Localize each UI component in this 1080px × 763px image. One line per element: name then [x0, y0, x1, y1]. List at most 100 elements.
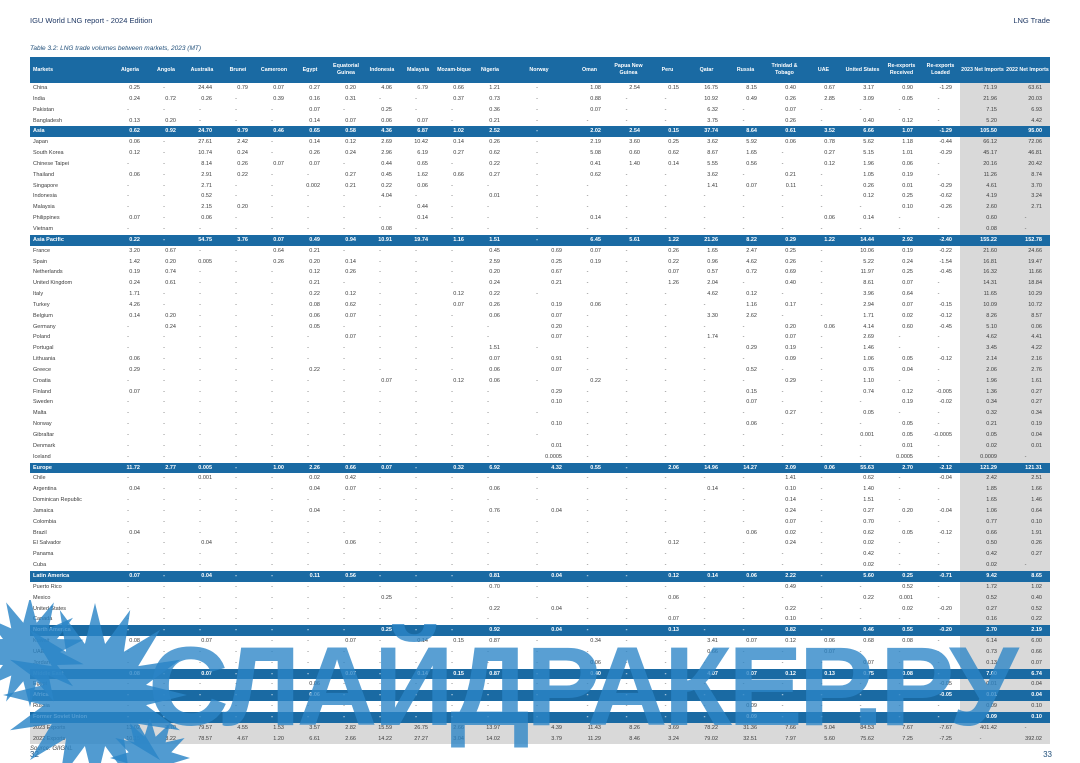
- table-cell: -: [508, 126, 570, 138]
- table-cell: 0.07: [785, 106, 796, 113]
- table-cell: -: [307, 356, 309, 363]
- table-cell: 1.72: [960, 581, 1005, 593]
- table-cell: 8.15: [746, 85, 757, 91]
- table-cell: -: [586, 583, 589, 590]
- table-cell: -: [148, 625, 184, 637]
- row-label: France: [33, 247, 51, 254]
- table-cell: -: [586, 648, 589, 655]
- table-cell: -: [271, 638, 273, 645]
- row-label: Bangladesh: [33, 117, 63, 124]
- table-cell: -: [415, 583, 417, 590]
- table-cell: 20.03: [1005, 93, 1050, 105]
- table-cell: 0.06: [129, 356, 140, 363]
- table-cell: -: [271, 529, 273, 536]
- table-cell: -: [508, 711, 570, 723]
- table-cell: -: [898, 486, 901, 493]
- table-cell: -: [703, 225, 706, 232]
- table-cell: 0.26: [668, 247, 679, 254]
- table-cell: 0.07: [381, 377, 392, 384]
- table-cell: -: [364, 570, 400, 582]
- table-cell: -: [625, 215, 628, 222]
- table-cell: 0.10: [551, 421, 562, 428]
- table-cell: 0.02: [785, 529, 796, 536]
- table-cell: 0.001: [899, 594, 913, 601]
- table-cell: -: [436, 625, 472, 637]
- table-cell: -: [235, 681, 237, 688]
- table-cell: -: [220, 711, 256, 723]
- table-cell: 0.78: [824, 139, 835, 146]
- table-cell: -: [199, 366, 201, 373]
- table-cell: -: [487, 616, 489, 623]
- table-cell: -: [820, 616, 823, 623]
- table-cell: 0.04: [1005, 679, 1050, 691]
- table-cell: -: [937, 638, 940, 645]
- table-cell: 0.66: [1005, 646, 1050, 658]
- table-cell: 2.69: [863, 334, 874, 341]
- table-cell: 0.04: [309, 507, 320, 514]
- table-cell: -: [235, 366, 237, 373]
- table-cell: 0.01: [960, 679, 1005, 691]
- table-cell: -: [235, 323, 237, 330]
- table-cell: 0.26: [237, 160, 248, 167]
- table-cell: 3.09: [863, 95, 874, 102]
- table-cell: -: [742, 106, 745, 113]
- table-cell: -: [127, 399, 129, 406]
- table-cell: -: [415, 323, 417, 330]
- table-cell: 0.10: [785, 486, 796, 493]
- table-cell: 13.02: [112, 722, 148, 734]
- row-label: Poland: [33, 334, 51, 341]
- table-cell: -: [112, 711, 148, 723]
- table-cell: -: [1005, 560, 1050, 571]
- table-row: Iceland - - - - - - - - - - -0.0005- - - - - - - -0.0005-0…: [30, 451, 1050, 463]
- table-cell: -: [451, 681, 453, 688]
- table-cell: 2.47: [746, 247, 757, 254]
- table-cell: -: [703, 453, 706, 460]
- table-cell: 0.44: [417, 204, 428, 211]
- table-cell: -: [937, 280, 940, 287]
- table-cell: -: [127, 583, 129, 590]
- table-cell: 0.19: [129, 269, 140, 276]
- table-cell: 3.70: [148, 722, 184, 734]
- table-cell: -: [451, 366, 453, 373]
- table-cell: -: [343, 616, 345, 623]
- table-cell: -: [163, 399, 165, 406]
- table-cell: -: [199, 421, 201, 428]
- table-cell: -: [199, 681, 201, 688]
- table-cell: -: [199, 301, 201, 308]
- table-cell: 11.29: [570, 733, 609, 745]
- table-cell: 1.02: [436, 126, 472, 138]
- table-cell: 11.26: [960, 169, 1005, 181]
- table-cell: -: [415, 280, 417, 287]
- table-cell: 0.07: [785, 518, 796, 525]
- table-cell: -: [307, 497, 309, 504]
- table-cell: -: [235, 301, 237, 308]
- table-cell: -: [436, 570, 472, 582]
- table-cell: -: [343, 345, 345, 352]
- table-cell: 1.06: [960, 505, 1005, 517]
- table-cell: 7.66: [765, 722, 804, 734]
- table-cell: 0.06: [489, 486, 500, 493]
- table-cell: -: [820, 453, 823, 460]
- table-cell: -: [307, 518, 309, 525]
- table-cell: 0.04: [129, 529, 140, 536]
- table-cell: -: [235, 703, 237, 710]
- table-cell: 0.49: [785, 583, 796, 590]
- table-cell: -: [898, 562, 901, 569]
- table-cell: -: [536, 106, 538, 113]
- table-cell: -: [960, 733, 1005, 745]
- table-row: Bangladesh 0.13 0.20- - -0.14 0.07 0.06 0.07-0.…: [30, 115, 1050, 127]
- table-cell: 0.12: [345, 139, 356, 146]
- table-cell: 0.06: [309, 681, 320, 688]
- table-cell: 1.02: [1005, 581, 1050, 593]
- table-cell: 0.07: [590, 247, 601, 254]
- table-cell: -: [271, 366, 273, 373]
- table-cell: 155.22: [960, 234, 1005, 246]
- table-cell: 0.10: [551, 399, 562, 406]
- table-cell: -: [127, 323, 129, 330]
- table-cell: 0.20: [902, 507, 913, 514]
- table-cell: -: [1005, 223, 1050, 235]
- table-cell: 0.04: [1005, 690, 1050, 702]
- table-cell: 1.01: [902, 150, 913, 157]
- table-cell: -: [625, 377, 628, 384]
- table-cell: -: [586, 410, 589, 417]
